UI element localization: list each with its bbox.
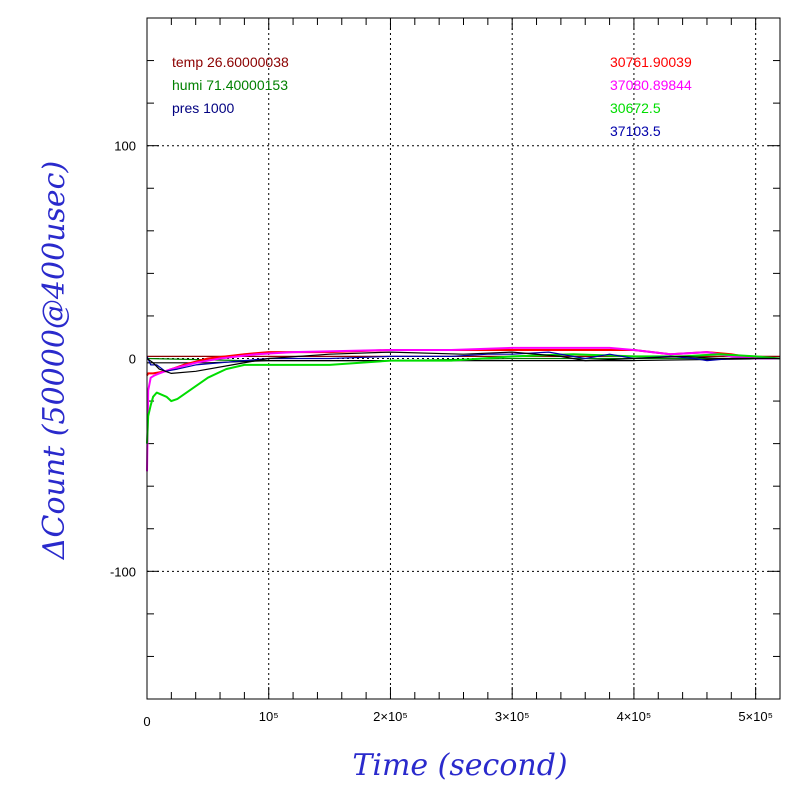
legend-green-value: 30672.5 — [610, 100, 661, 116]
x-tick-label: 3×10⁵ — [495, 709, 530, 724]
legend-blue-value: 37103.5 — [610, 123, 661, 139]
series-line — [146, 346, 780, 472]
legend-magenta-value: 37080.89844 — [610, 77, 692, 93]
legend-left: temp 26.60000038 humi 71.40000153 pres 1… — [172, 54, 289, 116]
x-tick-label: 10⁵ — [259, 709, 279, 724]
x-tick-label: 0 — [143, 714, 150, 729]
y-tick-label: 100 — [114, 139, 136, 154]
x-tick-label: 5×10⁵ — [738, 709, 773, 724]
y-axis-title: ΔCount (50000@400usec) — [37, 161, 72, 560]
series-line — [146, 351, 780, 372]
series-line — [146, 353, 781, 444]
y-tick-label: -100 — [110, 564, 136, 579]
y-tick-label: 0 — [129, 352, 136, 367]
legend-humi: humi 71.40000153 — [172, 77, 288, 93]
plot-frame — [146, 17, 781, 700]
legend-temp: temp 26.60000038 — [172, 54, 289, 70]
legend-red-value: 30761.90039 — [610, 54, 692, 70]
x-axis-title: Time (second) — [352, 748, 567, 783]
x-tick-label: 2×10⁵ — [373, 709, 408, 724]
legend-pres: pres 1000 — [172, 100, 234, 116]
x-tick-label: 4×10⁵ — [617, 709, 652, 724]
series-layer — [146, 346, 781, 472]
legend-right: 30761.90039 37080.89844 30672.5 37103.5 — [610, 54, 692, 139]
tick-labels: 0 10⁵ 2×10⁵ 3×10⁵ 4×10⁵ 5×10⁵ 100 0 -100 — [110, 139, 773, 729]
series-line — [146, 357, 780, 362]
series-line — [146, 351, 780, 374]
